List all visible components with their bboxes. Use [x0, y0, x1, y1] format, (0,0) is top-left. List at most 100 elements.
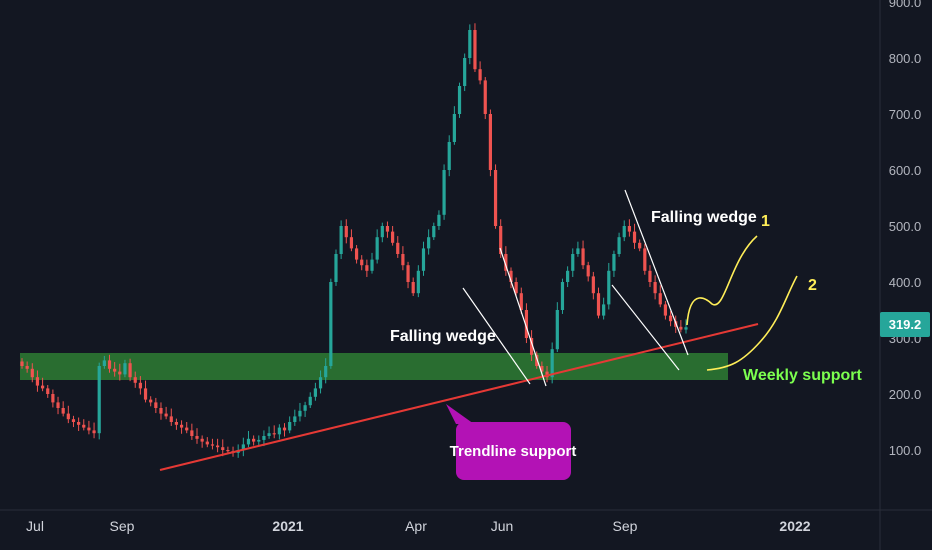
candle-body	[20, 361, 24, 366]
price-tick-label: 200.0	[889, 387, 922, 402]
candle-body	[293, 416, 297, 422]
candle-body	[288, 422, 292, 431]
candle-body	[499, 226, 503, 254]
candle-body	[133, 377, 137, 383]
candle-body	[210, 444, 215, 446]
candle-body	[159, 408, 163, 414]
candle-body	[447, 142, 451, 170]
candle-body	[668, 315, 673, 322]
candle-body	[427, 237, 431, 249]
candle-body	[391, 231, 395, 243]
candle-body	[113, 368, 117, 372]
candle-body	[504, 254, 508, 271]
candle-body	[550, 349, 554, 378]
candle-body	[30, 368, 34, 378]
price-tick-label: 400.0	[889, 275, 922, 290]
candle-body	[282, 427, 287, 431]
candle-body	[437, 214, 441, 226]
candle-body	[432, 226, 436, 238]
candle-body	[246, 438, 251, 445]
candle-body	[406, 265, 410, 282]
candle-body	[365, 265, 369, 271]
candle-body	[571, 254, 575, 271]
candle-body	[576, 248, 580, 254]
candle-body	[97, 366, 101, 434]
candle-body	[555, 310, 559, 350]
candle-body	[535, 354, 539, 366]
candle-body	[339, 226, 343, 254]
trendline-support-label: Trendline support	[450, 443, 577, 460]
price-tick-label: 500.0	[889, 219, 922, 234]
candle-body	[370, 259, 374, 271]
candle-body	[252, 438, 256, 442]
candle-body	[658, 293, 662, 305]
candle-body	[200, 438, 204, 442]
candle-body	[298, 410, 302, 417]
candle-body	[87, 427, 91, 431]
candle-body	[524, 310, 529, 338]
candle-body	[354, 248, 359, 260]
candle-body	[215, 445, 220, 448]
price-axis[interactable]: 100.0200.0300.0400.0500.0600.0700.0800.0…	[879, 0, 930, 550]
wedge-2-lower-line	[611, 284, 680, 371]
candle-body	[627, 226, 631, 232]
projection-label-1: 1	[761, 213, 770, 230]
trendline-support-line	[159, 323, 759, 471]
candle-body	[648, 270, 652, 282]
wedge-2-upper-line	[624, 189, 689, 356]
candle-body	[663, 304, 668, 316]
price-tick-label: 700.0	[889, 107, 922, 122]
candle-body	[457, 86, 462, 114]
candle-body	[205, 441, 209, 445]
candle-body	[56, 402, 60, 408]
last-price-tag: 319.2	[880, 312, 930, 337]
candle-body	[71, 419, 76, 422]
candle-body	[344, 226, 348, 238]
candle-body	[596, 293, 601, 316]
candle-body	[468, 30, 472, 58]
candle-body	[442, 170, 446, 215]
candle-body	[61, 408, 65, 414]
candle-body	[241, 444, 245, 450]
candle-body	[385, 226, 390, 232]
candle-body	[277, 427, 281, 435]
time-tick-sep-2020: Sep	[110, 518, 135, 534]
time-axis[interactable]: Jul Sep 2021 Apr Jun Sep 2022	[0, 509, 932, 550]
candle-body	[560, 282, 565, 310]
candle-body	[586, 265, 590, 277]
trendline-support-callout: Trendline support	[446, 404, 576, 480]
candle-body	[257, 439, 261, 442]
weekly-support-zone	[20, 353, 728, 380]
candle-body	[401, 254, 405, 266]
last-price-value: 319.2	[889, 317, 922, 332]
candle-body	[540, 366, 544, 372]
candle-body	[591, 276, 595, 294]
candle-body	[643, 248, 647, 271]
candle-body	[581, 248, 585, 266]
candle-body	[123, 363, 127, 375]
projection-path-2	[706, 275, 798, 371]
candle-body	[102, 360, 106, 366]
weekly-support-label: Weekly support	[743, 367, 863, 384]
candle-body	[612, 254, 616, 271]
candle-body	[149, 399, 153, 403]
candle-body	[164, 413, 168, 417]
candle-body	[66, 413, 70, 420]
candle-body	[169, 416, 173, 422]
candle-body	[324, 366, 328, 378]
candle-body	[179, 424, 184, 428]
wedge-1-upper-line	[499, 247, 547, 387]
candle-body	[262, 436, 266, 440]
candle-body	[566, 270, 570, 282]
candle-body	[329, 282, 333, 366]
candle-body	[529, 338, 534, 355]
time-tick-jul: Jul	[26, 518, 44, 534]
candle-body	[303, 405, 307, 411]
candle-body	[267, 433, 271, 436]
candle-body	[416, 270, 420, 294]
candle-body	[46, 388, 50, 394]
time-tick-2022: 2022	[779, 518, 810, 534]
candlestick-series	[20, 23, 688, 458]
candle-body	[118, 371, 122, 375]
